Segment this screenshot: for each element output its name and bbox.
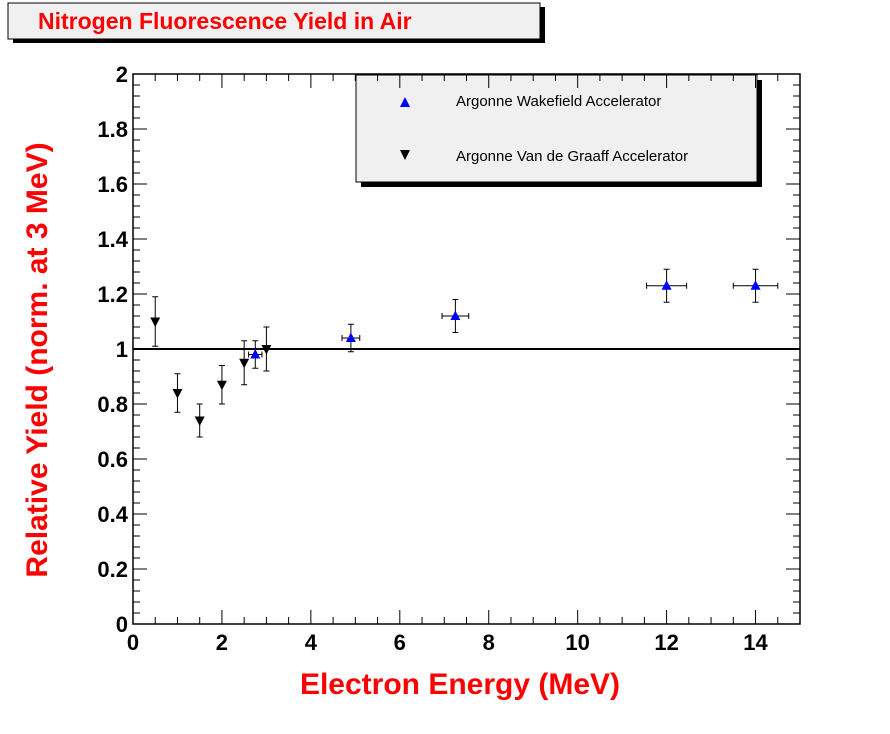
y-tick-label: 0.2	[97, 557, 128, 582]
x-tick-label: 4	[305, 630, 318, 655]
data-point-wakefield	[661, 280, 672, 290]
data-point-wakefield	[345, 332, 356, 342]
y-tick-label: 0.6	[97, 447, 128, 472]
y-tick-label: 1.8	[97, 117, 128, 142]
data-points	[150, 268, 779, 438]
y-tick-label: 1.2	[97, 282, 128, 307]
y-tick-label: 0.8	[97, 392, 128, 417]
x-axis-title: Electron Energy (MeV)	[300, 668, 620, 701]
y-tick-label: 0.4	[97, 502, 128, 527]
y-tick-label: 1	[116, 337, 128, 362]
legend-marker-van-de-graaff	[400, 150, 410, 160]
data-point-van-de-graaff	[239, 358, 250, 369]
data-point-van-de-graaff	[172, 389, 183, 399]
data-point-wakefield	[450, 310, 461, 320]
data-point-wakefield	[250, 349, 261, 359]
data-point-van-de-graaff	[150, 317, 161, 327]
x-axis: 0 2 4 6 8 10 12 14	[127, 74, 801, 655]
y-tick-label: 2	[116, 62, 128, 87]
legend-label-wakefield: Argonne Wakefield Accelerator	[456, 93, 661, 110]
y-axis-title: Relative Yield (norm. at 3 MeV)	[21, 142, 54, 577]
legend-marker-wakefield	[400, 97, 410, 107]
x-tick-label: 8	[483, 630, 495, 655]
data-point-van-de-graaff	[261, 345, 272, 355]
title-box: Nitrogen Fluorescence Yield in Air	[7, 2, 545, 43]
x-tick-label: 2	[216, 630, 228, 655]
y-tick-label: 1.6	[97, 172, 128, 197]
x-tick-label: 14	[743, 630, 768, 655]
data-point-van-de-graaff	[216, 380, 227, 391]
data-point-van-de-graaff	[194, 416, 205, 426]
legend-label-van-de-graaff: Argonne Van de Graaff Accelerator	[456, 148, 688, 165]
x-tick-label: 10	[565, 630, 589, 655]
chart-title: Nitrogen Fluorescence Yield in Air	[38, 8, 412, 34]
y-axis: 0 0.2 0.4 0.6 0.8 1 1.2 1.4 1.6 1.8 2	[97, 62, 800, 637]
x-tick-label: 0	[127, 630, 139, 655]
y-tick-label: 0	[116, 612, 128, 637]
y-tick-label: 1.4	[97, 227, 128, 252]
data-point-wakefield	[750, 280, 761, 290]
legend: Argonne Wakefield Accelerator Argonne Va…	[355, 74, 762, 187]
x-tick-label: 12	[654, 630, 678, 655]
x-tick-label: 6	[394, 630, 406, 655]
